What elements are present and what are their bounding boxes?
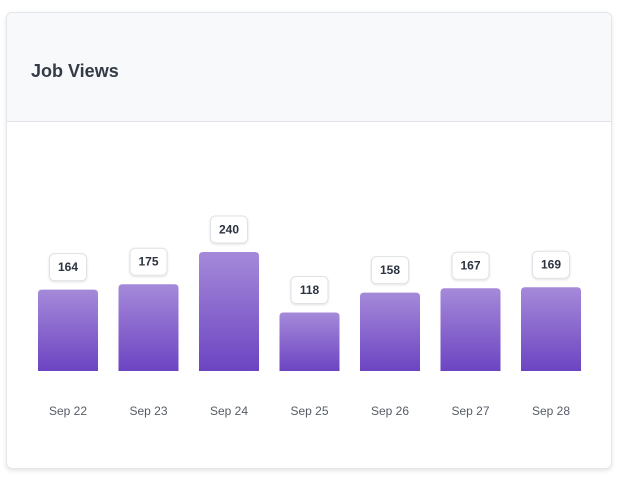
bars-group bbox=[38, 252, 581, 371]
bar-sep-24 bbox=[199, 252, 259, 371]
data-label-box bbox=[290, 275, 329, 304]
card-header: Job Views bbox=[7, 13, 611, 122]
x-tick-label: Sep 25 bbox=[290, 404, 328, 418]
data-labels-group: 164 175 240 118 158 167 169 bbox=[49, 215, 570, 304]
data-label-box bbox=[451, 251, 490, 280]
data-label-box bbox=[210, 215, 248, 244]
x-tick-label: Sep 22 bbox=[49, 404, 87, 418]
x-tick-label: Sep 23 bbox=[129, 404, 167, 418]
data-label: 118 bbox=[290, 275, 329, 304]
job-views-card: Job Views bbox=[6, 12, 612, 469]
x-tick-label: Sep 27 bbox=[451, 404, 489, 418]
x-tick-label: Sep 26 bbox=[371, 404, 409, 418]
x-tick-label: Sep 28 bbox=[532, 404, 570, 418]
data-label-box bbox=[129, 247, 168, 276]
x-axis-ticks-group: Sep 22 Sep 23 Sep 24 Sep 25 Sep 26 Sep 27 Sep … bbox=[49, 404, 570, 418]
data-label-text: 169 bbox=[541, 258, 561, 272]
bar-sep-26 bbox=[360, 292, 420, 371]
data-label: 175 bbox=[129, 247, 168, 276]
data-label-text: 118 bbox=[300, 283, 320, 297]
data-label-text: 164 bbox=[58, 260, 78, 274]
card-title: Job Views bbox=[31, 61, 119, 81]
data-label-text: 240 bbox=[219, 223, 239, 237]
data-label-box bbox=[532, 250, 570, 279]
data-label-text: 158 bbox=[380, 263, 400, 277]
bar-sep-23 bbox=[118, 284, 179, 371]
bar-sep-25 bbox=[279, 312, 340, 371]
data-label: 164 bbox=[49, 253, 87, 282]
bar-sep-28 bbox=[521, 287, 581, 371]
data-label-text: 175 bbox=[138, 255, 158, 269]
x-tick-label: Sep 24 bbox=[210, 404, 248, 418]
data-label-text: 167 bbox=[460, 259, 480, 273]
data-label-box bbox=[49, 253, 87, 282]
bar-sep-22 bbox=[38, 289, 98, 371]
data-label: 158 bbox=[371, 256, 409, 285]
data-label: 240 bbox=[210, 215, 248, 244]
data-label-box bbox=[371, 256, 409, 285]
data-label: 169 bbox=[532, 250, 570, 279]
data-label: 167 bbox=[451, 251, 490, 280]
bar-sep-27 bbox=[440, 288, 501, 371]
